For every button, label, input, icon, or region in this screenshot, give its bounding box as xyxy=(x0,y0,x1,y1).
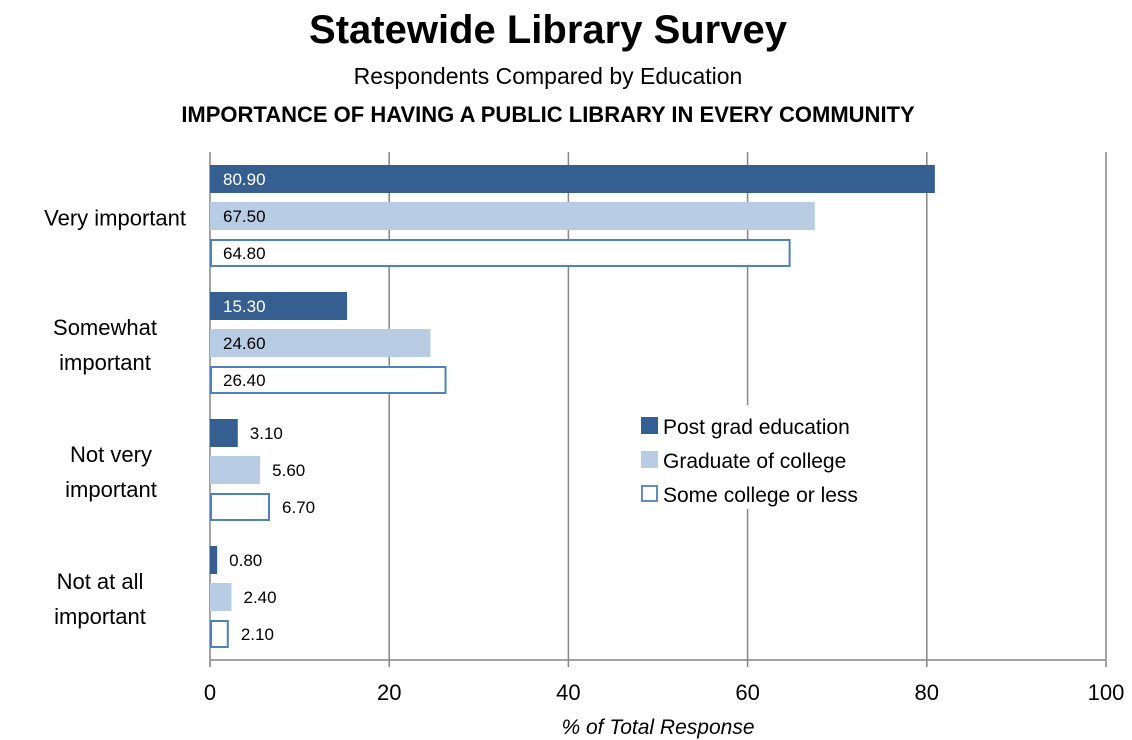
data-labels: 80.90 15.30 3.10 0.80 67.50 24.60 5.60 2.40 64.8… xyxy=(223,170,315,644)
category-label: Very important xyxy=(44,206,186,231)
data-label: 5.60 xyxy=(272,461,305,480)
bar xyxy=(210,546,218,574)
legend-swatch xyxy=(641,451,658,468)
chart-question: IMPORTANCE OF HAVING A PUBLIC LIBRARY IN… xyxy=(181,102,915,127)
category-label: Not at all xyxy=(57,569,144,594)
x-tick-label: 0 xyxy=(204,680,216,705)
data-label: 15.30 xyxy=(223,297,266,316)
data-label: 26.40 xyxy=(223,371,266,390)
data-label: 67.50 xyxy=(223,207,266,226)
category-label: important xyxy=(54,604,146,629)
bar xyxy=(210,583,232,611)
legend-box xyxy=(612,405,912,509)
legend: Post grad education Graduate of college So… xyxy=(612,405,912,509)
data-label: 6.70 xyxy=(282,498,315,517)
category-label: important xyxy=(65,477,157,502)
data-label: 0.80 xyxy=(229,551,262,570)
data-label: 80.90 xyxy=(223,170,266,189)
x-tick-label: 80 xyxy=(915,680,939,705)
chart-subtitle: Respondents Compared by Education xyxy=(353,63,743,89)
bar xyxy=(210,419,238,447)
category-label: important xyxy=(59,350,151,375)
data-label: 2.10 xyxy=(241,625,274,644)
category-label: Not very xyxy=(70,442,152,467)
bar xyxy=(210,239,791,267)
bar xyxy=(210,620,229,648)
bar xyxy=(210,366,447,394)
legend-entry: Some college or less xyxy=(663,484,858,507)
x-tick-label: 20 xyxy=(377,680,401,705)
bar xyxy=(210,202,815,230)
legend-entry: Post grad education xyxy=(663,416,850,439)
bars xyxy=(210,165,935,648)
bar xyxy=(210,165,935,193)
bar xyxy=(210,329,431,357)
data-label: 24.60 xyxy=(223,334,266,353)
legend-swatch xyxy=(641,485,658,502)
legend-entry: Graduate of college xyxy=(663,450,846,473)
x-tick-label: 100 xyxy=(1088,680,1125,705)
bar xyxy=(210,493,271,521)
x-axis-title: % of Total Response xyxy=(561,716,754,739)
bar xyxy=(210,456,261,484)
data-label: 3.10 xyxy=(250,424,283,443)
chart-title: Statewide Library Survey xyxy=(309,8,787,52)
x-tick-label: 40 xyxy=(556,680,580,705)
legend-swatch xyxy=(641,417,658,434)
bar xyxy=(210,292,348,320)
data-label: 2.40 xyxy=(244,588,277,607)
x-axis: 0 20 40 60 80 100 % of Total Response xyxy=(204,659,1125,739)
data-label: 64.80 xyxy=(223,244,266,263)
category-label: Somewhat xyxy=(53,315,157,340)
category-labels: Very important Somewhat important Not very i… xyxy=(44,206,186,630)
x-tick-label: 60 xyxy=(735,680,759,705)
